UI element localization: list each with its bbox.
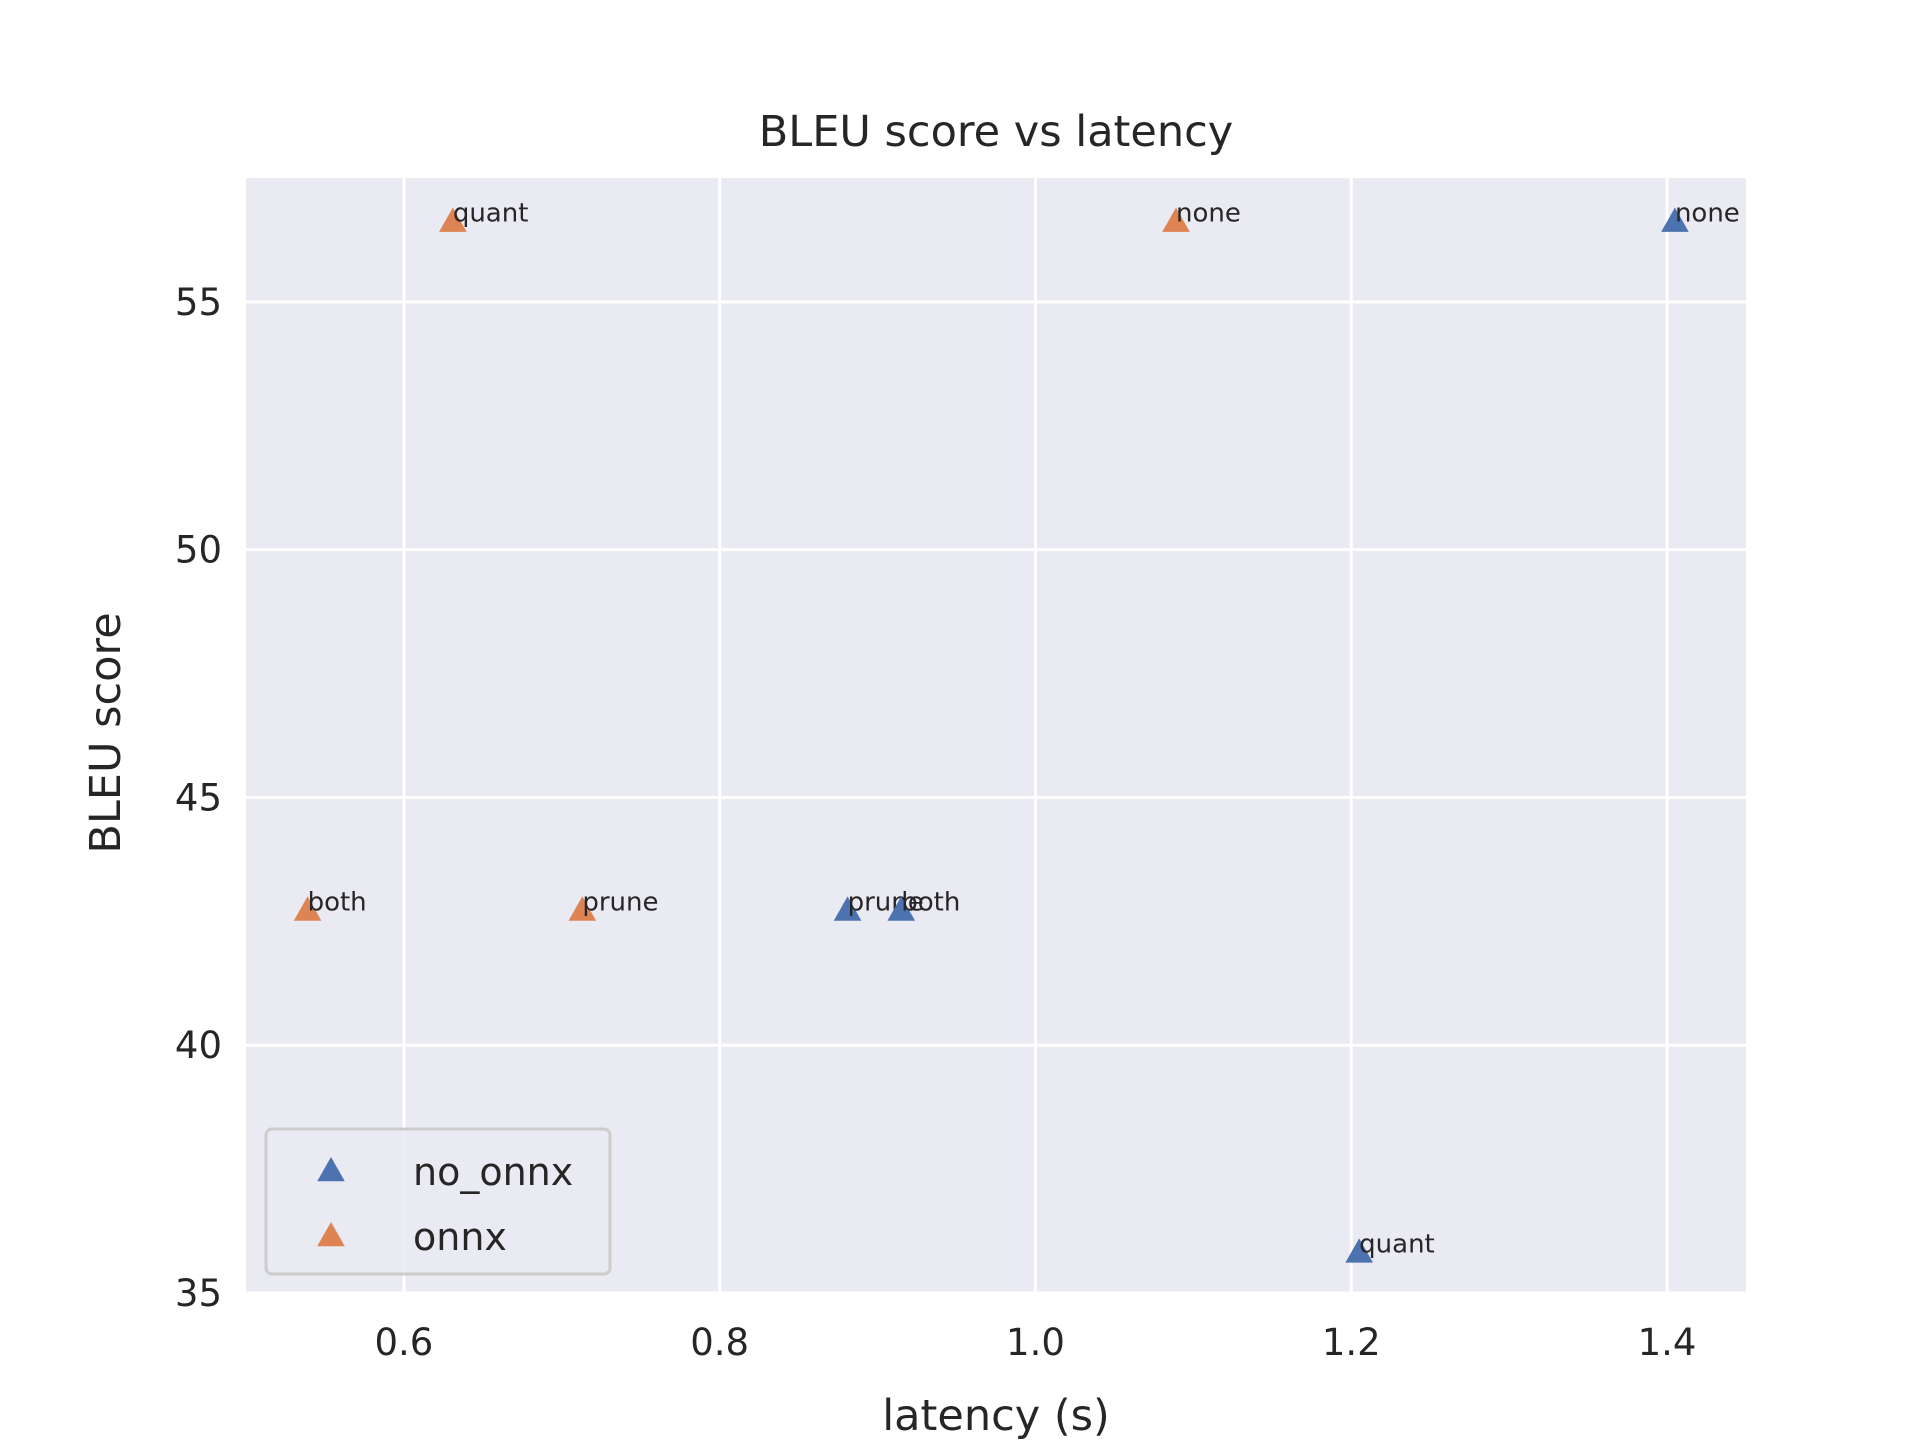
data-point-onnx-prune <box>568 896 597 921</box>
data-point-no_onnx-quant <box>1345 1238 1373 1263</box>
point-label: both <box>308 887 367 917</box>
x-tick-label: 1.4 <box>1638 1321 1697 1364</box>
plot-area <box>246 178 1746 1293</box>
legend-marker-onnx <box>317 1222 345 1247</box>
legend-label-no_onnx: no_onnx <box>413 1150 573 1194</box>
x-tick-label: 1.0 <box>1006 1321 1065 1364</box>
x-axis-ticks: 0.6 0.8 1.0 1.2 1.4 <box>374 1321 1696 1364</box>
data-point-onnx-none <box>1162 207 1190 232</box>
point-label: quant <box>453 199 529 229</box>
chart-title: BLEU score vs latency <box>759 107 1233 157</box>
x-tick-label: 0.6 <box>374 1321 433 1364</box>
point-label: both <box>901 887 960 917</box>
data-point-no_onnx-prune <box>833 896 862 921</box>
x-tick-label: 0.8 <box>690 1321 749 1364</box>
point-label: quant <box>1359 1229 1435 1259</box>
data-point-onnx-both <box>293 896 322 921</box>
y-tick-label: 35 <box>175 1272 222 1315</box>
point-label: none <box>1675 199 1740 229</box>
x-tick-label: 1.2 <box>1322 1321 1381 1364</box>
point-label: none <box>1176 199 1241 229</box>
y-axis-ticks: 35 40 45 50 55 <box>175 281 222 1315</box>
point-label: prune <box>582 887 658 917</box>
x-axis-label: latency (s) <box>882 1391 1110 1440</box>
y-tick-label: 55 <box>175 281 222 324</box>
legend-label-onnx: onnx <box>413 1215 507 1259</box>
y-tick-label: 45 <box>175 776 222 819</box>
point-label: prune <box>848 887 924 917</box>
data-point-no_onnx-none <box>1661 207 1689 232</box>
grid-lines <box>246 178 1746 1295</box>
data-point-onnx-quant <box>439 207 467 232</box>
legend-box <box>264 1127 612 1276</box>
y-tick-label: 50 <box>175 529 222 572</box>
y-axis-label: BLEU score <box>81 612 131 853</box>
y-tick-label: 40 <box>175 1024 222 1067</box>
legend-marker-no_onnx <box>317 1157 345 1182</box>
data-point-no_onnx-both <box>887 896 916 921</box>
